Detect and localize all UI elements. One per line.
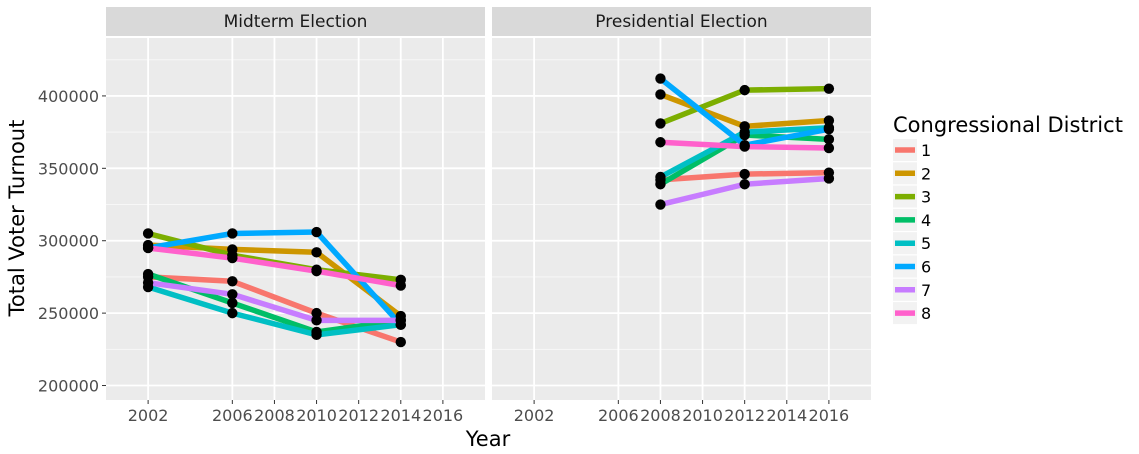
- legend-item-4: 4: [893, 208, 931, 231]
- legend-item-5: 5: [893, 232, 931, 255]
- y-tick-label: 400000: [38, 87, 99, 106]
- data-point-2: [655, 89, 666, 100]
- data-point-8: [739, 141, 750, 152]
- legend-label: 3: [921, 188, 931, 207]
- data-point-8: [655, 137, 666, 148]
- y-tick-label: 200000: [38, 377, 99, 396]
- facet-strip: [492, 7, 871, 36]
- data-point-8: [311, 265, 322, 277]
- data-point-4: [655, 179, 666, 190]
- x-tick-label: 2008: [254, 406, 295, 425]
- data-point-1: [311, 307, 322, 319]
- legend-label: 7: [921, 281, 931, 300]
- legend-label: 8: [921, 304, 931, 323]
- data-point-1: [227, 276, 238, 287]
- data-point-7: [311, 315, 322, 326]
- facet-strip-title: Presidential Election: [595, 12, 767, 32]
- data-point-7: [142, 277, 154, 288]
- data-point-1: [739, 168, 750, 180]
- data-point-6: [823, 124, 835, 135]
- y-axis: 200000 250000 300000 350000 400000: [38, 87, 106, 396]
- data-point-6: [227, 228, 238, 239]
- y-tick-label: 250000: [38, 304, 99, 323]
- panel-1: Midterm Election: [106, 7, 485, 400]
- data-point-7: [227, 289, 238, 300]
- legend-label: 2: [921, 164, 931, 183]
- data-point-7: [739, 179, 750, 190]
- x-tick-label: 2002: [514, 406, 555, 425]
- facet-strip: [106, 7, 485, 36]
- x-tick-label: 2016: [809, 406, 850, 425]
- facet-strip-title: Midterm Election: [224, 12, 368, 32]
- legend-label: 6: [921, 258, 931, 277]
- data-point-7: [655, 199, 666, 210]
- series-line-8: [147, 245, 402, 289]
- x-axis: 2002 2006 2008 2010 2012 2014 2016 2002 2006 2008…: [128, 400, 849, 425]
- panels-layer: Midterm Election Presidential Election: [106, 7, 871, 400]
- y-tick-label: 350000: [38, 159, 99, 178]
- data-point-2: [823, 115, 835, 126]
- data-point-8: [142, 242, 154, 254]
- legend-label: 4: [921, 211, 931, 230]
- data-point-4: [142, 268, 154, 280]
- x-tick-label: 2014: [380, 406, 421, 425]
- series-line-5: [147, 284, 402, 338]
- data-point-2: [311, 247, 322, 258]
- legend-item-7: 7: [893, 278, 931, 301]
- x-axis-title: Year: [465, 427, 511, 451]
- legend-label: 5: [921, 234, 931, 253]
- data-point-5: [227, 307, 238, 319]
- data-point-4: [227, 297, 238, 309]
- x-tick-label: 2008: [640, 406, 681, 425]
- data-point-5: [311, 329, 322, 341]
- x-tick-label: 2002: [128, 406, 169, 425]
- data-point-3: [142, 228, 154, 239]
- x-tick-label: 2006: [598, 406, 639, 425]
- panel-2: Presidential Election: [492, 7, 871, 400]
- legend-item-3: 3: [893, 185, 931, 208]
- data-point-8: [395, 280, 406, 291]
- x-tick-label: 2006: [212, 406, 253, 425]
- x-tick-label: 2010: [682, 406, 723, 425]
- x-tick-label: 2016: [423, 406, 464, 425]
- legend-title: Congressional District: [893, 113, 1123, 137]
- y-tick-label: 300000: [38, 232, 99, 251]
- data-point-5: [739, 126, 750, 138]
- data-point-3: [655, 118, 666, 129]
- data-point-3: [823, 83, 835, 94]
- y-axis-title: Total Voter Turnout: [5, 120, 29, 318]
- x-tick-label: 2012: [724, 406, 765, 425]
- data-point-5: [655, 171, 666, 183]
- data-point-1: [395, 336, 406, 348]
- x-tick-label: 2010: [296, 406, 337, 425]
- data-point-4: [823, 134, 835, 145]
- data-point-8: [227, 252, 238, 264]
- plot-background: [106, 38, 485, 400]
- data-point-7: [395, 315, 406, 326]
- x-tick-label: 2012: [338, 406, 379, 425]
- x-tick-label: 2014: [766, 406, 807, 425]
- data-point-7: [823, 173, 835, 184]
- data-point-6: [655, 73, 666, 84]
- legend-item-2: 2: [893, 162, 931, 185]
- legend-item-1: 1: [893, 139, 931, 161]
- legend-item-6: 6: [893, 255, 931, 278]
- legend: Congressional District 1 2 3 4 5 6 7 8: [893, 113, 1123, 325]
- data-point-3: [739, 84, 750, 96]
- data-point-6: [311, 226, 322, 238]
- series-line-7: [147, 279, 401, 324]
- series-line-2: [147, 242, 403, 319]
- legend-label: 1: [921, 141, 931, 160]
- data-point-8: [823, 142, 835, 154]
- legend-item-8: 8: [893, 302, 931, 325]
